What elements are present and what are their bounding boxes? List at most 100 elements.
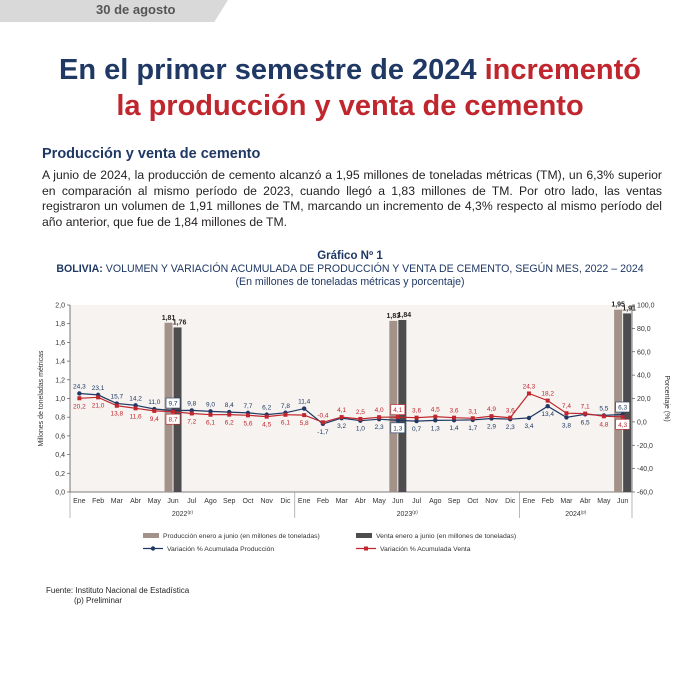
sales-bar-label: 1,76 [173,319,187,326]
left-tick-label: 0,6 [55,433,65,440]
sales-variation-label: 6,2 [225,420,234,427]
production-variation-label: 5,5 [599,405,608,412]
combo-chart: 0,0 0,2 0,4 0,6 0,8 1,0 1,2 1,4 1,6 1,8 2,0 -60,0 -4… [38,302,670,553]
production-variation-line [79,392,623,425]
production-bar-label: 1,95 [611,302,625,309]
sales-variation-point [433,414,438,419]
sales-variation-point [283,412,288,417]
sales-variation-point [620,414,625,419]
category-label: Feb [317,498,329,505]
chart-title-text: VOLUMEN Y VARIACIÓN ACUMULADA DE PRODUCC… [105,263,644,275]
right-tick-label: 80,0 [637,326,651,333]
sales-variation-label: 9,4 [150,416,159,423]
sales-variation-point [545,398,550,403]
production-variation-label: 1,0 [356,426,365,433]
production-variation-point [564,415,569,420]
sales-variation-label: 4,1 [393,407,402,414]
right-tick-label: 60,0 [637,349,651,356]
chart-title-lead: BOLIVIA: [56,263,103,275]
data-label-box [165,397,181,409]
category-label: Ene [523,498,536,505]
sales-variation-label: 18,2 [541,391,554,398]
year-label-sup: (p) [581,510,587,515]
production-variation-label: 6,3 [618,405,627,412]
category-label: May [148,498,162,505]
category-label: Jun [617,498,628,505]
sales-variation-point [583,411,588,416]
category-label: Feb [542,498,554,505]
category-label: Oct [467,498,478,505]
preliminary-note: (p) Preliminar [74,596,123,605]
category-label: Abr [355,498,367,505]
sales-variation-point [601,414,606,419]
production-variation-label: 9,0 [206,401,215,408]
sales-variation-point [171,409,176,414]
right-tick-label: 100,0 [637,303,655,310]
sales-variation-label: 4,9 [487,406,496,413]
sales-variation-label: -0,4 [317,412,329,419]
section-heading: Producción y venta de cemento [42,146,261,162]
title-part-1: En el primer semestre de 2024 [59,54,485,86]
production-variation-point [433,418,438,423]
sales-variation-label: 3,6 [450,408,459,415]
sales-variation-label: 11,6 [129,413,142,420]
sales-variation-label: 3,6 [412,408,421,415]
production-variation-label: 2,3 [506,424,515,431]
production-variation-label: 7,7 [243,403,252,410]
sales-variation-point [96,395,101,400]
sales-bar [173,327,182,492]
production-variation-label: 1,3 [431,425,440,432]
category-label: Nov [260,498,273,505]
sales-variation-label: 2,5 [356,409,365,416]
right-tick-label: -40,0 [637,466,653,473]
sales-variation-label: 4,5 [262,422,271,429]
sales-variation-point [508,415,513,420]
chart-subtitle: (En millones de toneladas métricas y por… [235,276,465,288]
category-label: Ene [73,498,86,505]
sales-variation-point [264,414,269,419]
production-variation-label: 3,2 [337,423,346,430]
sales-variation-point [77,396,82,401]
legend-sales-line-label: Variación % Acumulada Venta [380,546,471,553]
left-tick-label: 2,0 [55,303,65,310]
category-label: May [597,498,611,505]
sales-variation-point [320,420,325,425]
left-tick-label: 1,6 [55,340,65,347]
sales-variation-point [339,415,344,420]
category-label: Sep [448,498,461,505]
category-label: Abr [580,498,592,505]
sales-variation-point [208,412,213,417]
left-tick-label: 0,0 [55,490,65,497]
left-tick-label: 1,4 [55,359,65,366]
production-variation-label: 3,4 [524,423,533,430]
left-tick-label: 0,4 [55,452,65,459]
year-label-text: 2024 [565,511,581,518]
production-bar-label: 1,81 [162,315,176,322]
year-label-sup: (p) [187,510,193,515]
production-variation-point [395,418,401,423]
sales-variation-point [489,414,494,419]
category-label: Ene [298,498,311,505]
sales-variation-label: 5,6 [243,420,252,427]
production-variation-point [208,409,213,414]
left-tick-label: 0,8 [55,415,65,422]
right-axis-title: Porcentaje (%) [663,375,670,421]
production-bar [614,309,623,492]
sales-variation-point [302,413,307,418]
right-tick-label: 0,0 [637,419,647,426]
category-label: Ago [429,498,442,505]
category-label: Dic [280,498,291,505]
production-variation-label: 9,7 [169,401,178,408]
category-label: Abr [130,498,142,505]
production-variation-label: 14,2 [129,395,142,402]
data-label-box [390,404,406,415]
left-tick-label: 0,2 [55,471,65,478]
production-variation-label: 1,7 [468,425,477,432]
left-tick-label: 1,8 [55,321,65,328]
data-label-box [615,419,630,430]
sales-variation-label: 4,1 [337,407,346,414]
production-variation-label: 6,2 [262,405,271,412]
legend-sales-line-marker [364,546,368,551]
production-variation-label: 1,3 [393,425,402,432]
category-label: Mar [111,498,124,505]
